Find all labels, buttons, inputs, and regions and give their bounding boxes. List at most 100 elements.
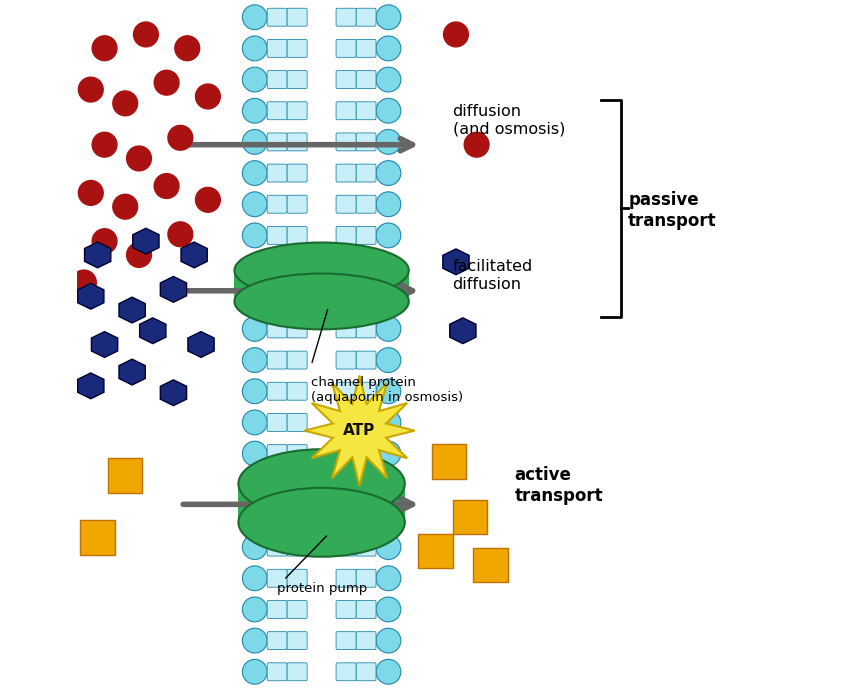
FancyBboxPatch shape: [336, 382, 356, 400]
Circle shape: [376, 67, 400, 92]
Circle shape: [242, 192, 267, 216]
Circle shape: [376, 348, 400, 373]
FancyBboxPatch shape: [267, 663, 287, 681]
FancyBboxPatch shape: [267, 320, 287, 338]
Circle shape: [242, 659, 267, 684]
Circle shape: [168, 125, 193, 150]
FancyBboxPatch shape: [287, 8, 307, 26]
Circle shape: [376, 410, 400, 435]
FancyBboxPatch shape: [336, 70, 356, 88]
FancyBboxPatch shape: [267, 102, 287, 120]
FancyBboxPatch shape: [336, 133, 356, 151]
Polygon shape: [119, 359, 145, 385]
Circle shape: [376, 628, 400, 653]
Circle shape: [242, 99, 267, 123]
FancyBboxPatch shape: [336, 569, 356, 587]
FancyBboxPatch shape: [356, 663, 376, 681]
FancyBboxPatch shape: [473, 548, 507, 582]
Text: diffusion
(and osmosis): diffusion (and osmosis): [453, 104, 565, 137]
FancyBboxPatch shape: [287, 663, 307, 681]
Text: passive
transport: passive transport: [628, 191, 717, 229]
Circle shape: [376, 130, 400, 154]
FancyBboxPatch shape: [356, 39, 376, 57]
FancyBboxPatch shape: [356, 382, 376, 400]
FancyBboxPatch shape: [287, 601, 307, 619]
Polygon shape: [449, 318, 476, 344]
FancyBboxPatch shape: [267, 8, 287, 26]
FancyBboxPatch shape: [267, 70, 287, 88]
Text: active
transport: active transport: [514, 466, 603, 505]
FancyBboxPatch shape: [287, 164, 307, 182]
Ellipse shape: [239, 488, 405, 557]
FancyBboxPatch shape: [356, 133, 376, 151]
Polygon shape: [84, 242, 110, 268]
Circle shape: [242, 130, 267, 154]
Circle shape: [376, 99, 400, 123]
FancyBboxPatch shape: [336, 320, 356, 338]
FancyBboxPatch shape: [287, 320, 307, 338]
FancyBboxPatch shape: [356, 195, 376, 213]
FancyBboxPatch shape: [267, 164, 287, 182]
Polygon shape: [91, 331, 118, 358]
FancyBboxPatch shape: [267, 227, 287, 245]
FancyBboxPatch shape: [287, 569, 307, 587]
Circle shape: [376, 566, 400, 590]
FancyBboxPatch shape: [356, 601, 376, 619]
Polygon shape: [78, 373, 104, 399]
FancyBboxPatch shape: [356, 351, 376, 369]
Circle shape: [242, 223, 267, 248]
Circle shape: [242, 316, 267, 341]
Circle shape: [242, 348, 267, 373]
FancyBboxPatch shape: [336, 195, 356, 213]
FancyBboxPatch shape: [267, 632, 287, 650]
FancyBboxPatch shape: [356, 569, 376, 587]
Ellipse shape: [234, 243, 409, 298]
Circle shape: [443, 22, 469, 47]
FancyBboxPatch shape: [336, 601, 356, 619]
FancyBboxPatch shape: [336, 351, 356, 369]
Circle shape: [376, 316, 400, 341]
Circle shape: [376, 192, 400, 216]
FancyBboxPatch shape: [356, 227, 376, 245]
FancyBboxPatch shape: [287, 351, 307, 369]
Circle shape: [242, 5, 267, 30]
FancyBboxPatch shape: [356, 320, 376, 338]
Polygon shape: [181, 242, 207, 268]
FancyBboxPatch shape: [287, 70, 307, 88]
FancyBboxPatch shape: [356, 8, 376, 26]
FancyBboxPatch shape: [336, 227, 356, 245]
Text: facilitated
diffusion: facilitated diffusion: [453, 259, 533, 292]
FancyBboxPatch shape: [287, 413, 307, 431]
FancyBboxPatch shape: [432, 444, 466, 479]
Circle shape: [78, 181, 103, 205]
Circle shape: [133, 22, 158, 47]
Circle shape: [92, 132, 117, 157]
Text: ATP: ATP: [343, 423, 376, 438]
Polygon shape: [443, 249, 469, 275]
Circle shape: [154, 174, 179, 198]
Circle shape: [376, 597, 400, 622]
Polygon shape: [78, 283, 104, 309]
Polygon shape: [119, 297, 145, 323]
FancyBboxPatch shape: [336, 663, 356, 681]
Polygon shape: [160, 380, 186, 406]
FancyBboxPatch shape: [336, 102, 356, 120]
Circle shape: [126, 243, 152, 267]
Polygon shape: [304, 376, 415, 486]
FancyBboxPatch shape: [336, 8, 356, 26]
Circle shape: [196, 187, 220, 212]
Circle shape: [242, 410, 267, 435]
Polygon shape: [188, 331, 214, 358]
FancyBboxPatch shape: [356, 70, 376, 88]
FancyBboxPatch shape: [356, 102, 376, 120]
FancyBboxPatch shape: [418, 534, 453, 568]
FancyBboxPatch shape: [287, 632, 307, 650]
Circle shape: [126, 146, 152, 171]
Circle shape: [113, 194, 137, 219]
FancyBboxPatch shape: [80, 520, 115, 555]
Ellipse shape: [239, 449, 405, 518]
Circle shape: [242, 67, 267, 92]
FancyBboxPatch shape: [267, 195, 287, 213]
FancyBboxPatch shape: [287, 195, 307, 213]
Circle shape: [92, 36, 117, 61]
